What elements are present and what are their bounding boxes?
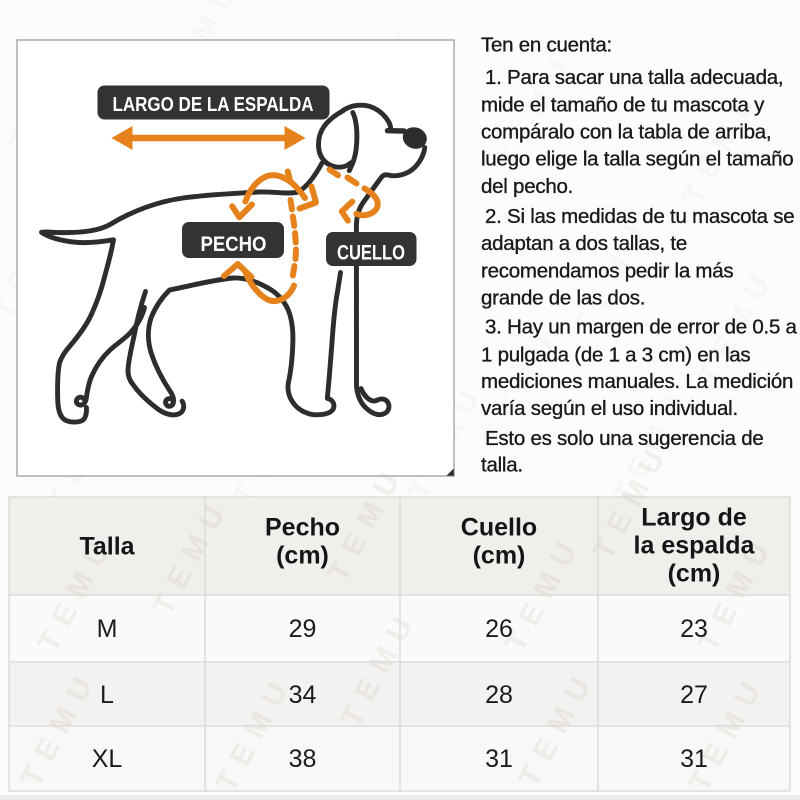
svg-text:grande de las dos.: grande de las dos. [481,286,645,309]
svg-text:Esto es solo una sugerencia de: Esto es solo una sugerencia de [485,427,764,450]
svg-text:1. Para sacar una talla adecua: 1. Para sacar una talla adecuada, [485,66,783,89]
svg-text:34: 34 [289,681,317,709]
svg-text:Ten en cuenta:: Ten en cuenta: [481,33,612,56]
svg-text:varía según el uso individual.: varía según el uso individual. [481,397,738,420]
svg-text:Largo de: Largo de [641,504,747,532]
svg-text:LARGO DE LA ESPALDA: LARGO DE LA ESPALDA [113,93,314,116]
svg-text:27: 27 [680,681,708,709]
svg-text:31: 31 [680,745,708,773]
svg-text:1 pulgada (de 1 a 3 cm) en las: 1 pulgada (de 1 a 3 cm) en las [481,343,750,366]
svg-text:L: L [100,681,114,709]
svg-text:Pecho: Pecho [265,514,340,542]
svg-text:XL: XL [92,745,123,773]
svg-text:talla.: talla. [481,454,523,477]
svg-text:2. Si las medidas de tu mascot: 2. Si las medidas de tu mascota se [485,205,794,228]
svg-text:(cm): (cm) [276,542,329,570]
svg-text:CUELLO: CUELLO [337,241,405,265]
svg-text:28: 28 [485,681,513,709]
svg-text:M: M [97,615,118,643]
svg-text:(cm): (cm) [473,542,526,570]
svg-text:38: 38 [289,745,317,773]
svg-text:3. Hay un margen de error de 0: 3. Hay un margen de error de 0.5 a [485,316,798,339]
svg-text:compáralo con la tabla de arri: compáralo con la tabla de arriba, [481,120,771,143]
svg-text:31: 31 [485,745,513,773]
svg-text:PECHO: PECHO [201,232,267,256]
svg-text:29: 29 [289,615,317,643]
svg-text:Cuello: Cuello [461,514,537,542]
svg-text:Talla: Talla [79,533,135,561]
svg-text:mide el tamaño de tu mascota y: mide el tamaño de tu mascota y [481,93,765,116]
svg-text:mediciones manuales. La medici: mediciones manuales. La medición [481,370,793,393]
svg-text:(cm): (cm) [668,560,721,588]
svg-text:26: 26 [485,615,513,643]
svg-text:del pecho.: del pecho. [481,175,573,198]
svg-text:la espalda: la espalda [634,532,756,560]
svg-text:recomendamos pedir la más: recomendamos pedir la más [481,259,733,282]
svg-text:23: 23 [680,615,708,643]
svg-text:luego elige la talla según el: luego elige la talla según el tamaño [481,147,793,170]
svg-text:adaptan a dos tallas, te: adaptan a dos tallas, te [481,232,687,255]
